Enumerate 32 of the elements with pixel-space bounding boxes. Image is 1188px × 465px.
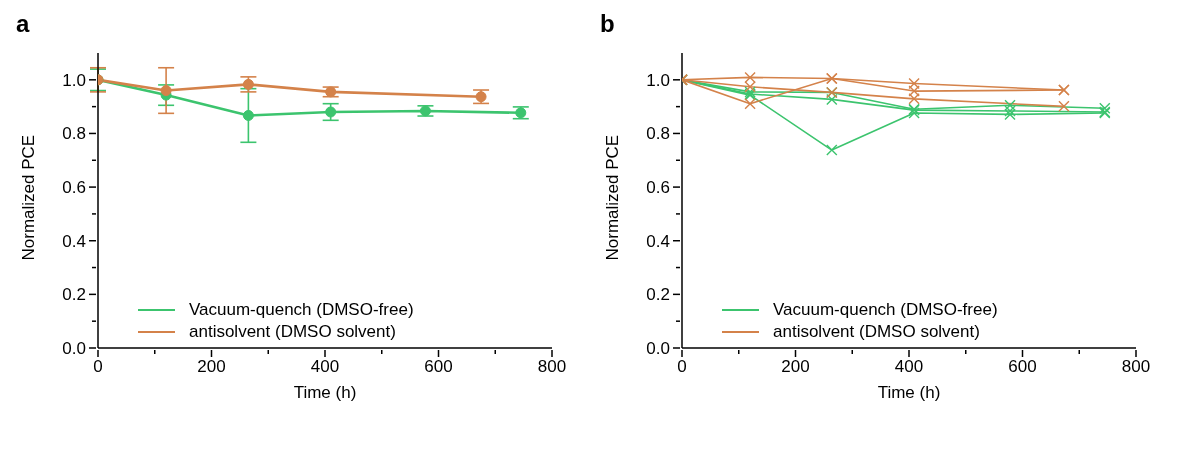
x-tick-label: 200: [781, 357, 810, 376]
chart-title: b: [600, 10, 615, 38]
y-tick-label: 1.0: [62, 70, 86, 90]
y-tick-label: 0.0: [62, 339, 86, 358]
x-tick-label: 800: [537, 357, 567, 376]
y-tick-label: 0.2: [646, 285, 670, 305]
x-tick-label: 400: [310, 357, 340, 376]
x-tick-label: 0: [677, 357, 687, 376]
x-tick-label: 200: [197, 357, 226, 376]
x-tick-label: 600: [424, 357, 453, 376]
legend-label: Vacuum-quench (DMSO-free): [773, 299, 998, 321]
y-tick-label: 0.0: [646, 339, 670, 358]
y-tick-label: 0.4: [62, 231, 86, 251]
y-tick-label: 1.0: [646, 70, 670, 90]
x-tick-label: 600: [1008, 357, 1037, 376]
y-tick-label: 0.8: [62, 124, 86, 144]
y-axis-title: Normalized PCE: [603, 134, 623, 261]
legend-label: antisolvent (DMSO solvent): [189, 321, 396, 343]
chart-title: a: [16, 10, 30, 38]
y-tick-label: 0.8: [646, 124, 670, 144]
x-axis-title: Time (h): [293, 383, 357, 402]
y-axis-title: Normalized PCE: [19, 134, 39, 261]
x-tick-label: 800: [1121, 357, 1151, 376]
y-tick-label: 0.2: [62, 285, 86, 305]
legend-label: antisolvent (DMSO solvent): [773, 321, 980, 343]
legend-label: Vacuum-quench (DMSO-free): [189, 299, 414, 321]
x-tick-label: 400: [894, 357, 924, 376]
y-tick-label: 0.6: [62, 178, 86, 198]
x-axis-title: Time (h): [877, 383, 941, 402]
y-tick-label: 0.4: [646, 231, 670, 251]
y-tick-label: 0.6: [646, 178, 670, 198]
x-tick-label: 0: [93, 357, 103, 376]
